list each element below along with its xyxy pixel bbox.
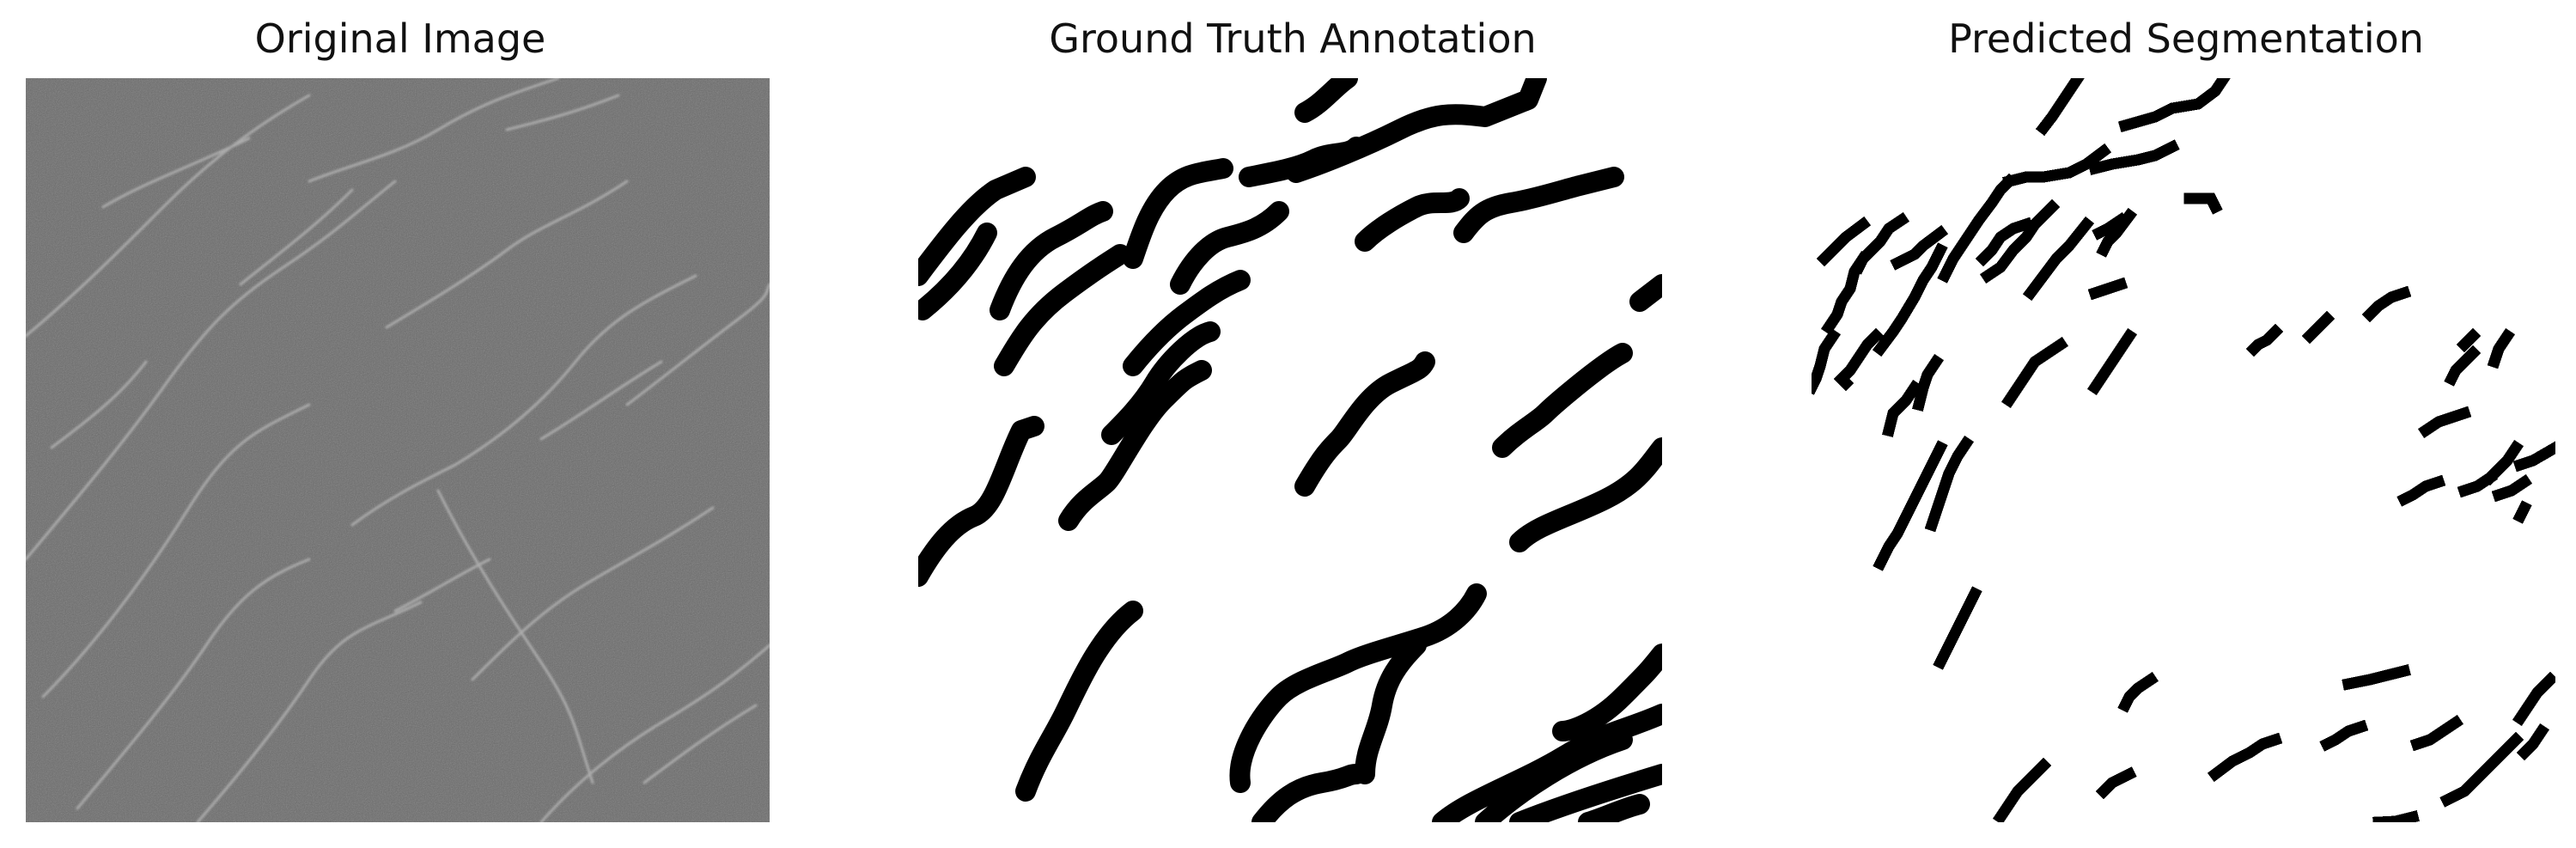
panel-title: Ground Truth Annotation [1049, 15, 1537, 62]
original-image-canvas [26, 78, 770, 822]
panel-title: Original Image [254, 15, 546, 62]
predicted-mask [1812, 78, 2555, 822]
panel-original-image: Original Image [22, 0, 778, 848]
panel-predicted-segmentation: Predicted Segmentation [1808, 0, 2564, 848]
panel-ground-truth: Ground Truth Annotation [915, 0, 1671, 848]
ground-truth-mask [918, 78, 1662, 822]
ground-truth-canvas [918, 78, 1662, 822]
original-image [26, 78, 770, 822]
predicted-canvas [1812, 78, 2555, 822]
panel-title: Predicted Segmentation [1948, 15, 2424, 62]
